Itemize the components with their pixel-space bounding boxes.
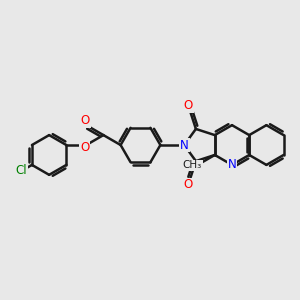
Text: Cl: Cl xyxy=(16,164,27,177)
Text: O: O xyxy=(184,99,193,112)
Text: CH₃: CH₃ xyxy=(182,160,202,170)
Text: N: N xyxy=(180,139,189,152)
Text: O: O xyxy=(184,178,193,191)
Text: N: N xyxy=(228,158,236,171)
Text: O: O xyxy=(80,115,90,128)
Text: O: O xyxy=(80,141,89,154)
